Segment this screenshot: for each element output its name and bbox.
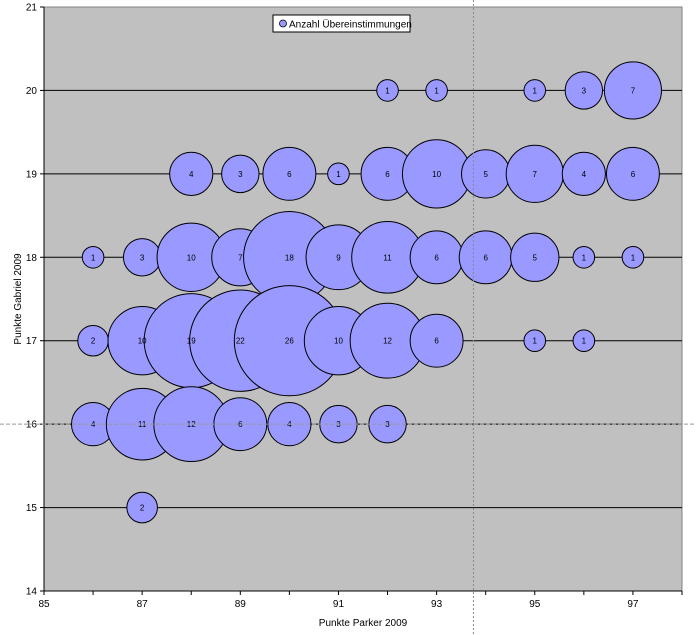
- bubble-label: 7: [631, 86, 636, 95]
- bubble-label: 19: [187, 337, 196, 346]
- x-tick-label: 95: [529, 599, 541, 610]
- bubble: [262, 146, 317, 201]
- bubble-label: 7: [238, 253, 243, 262]
- bubble: [523, 329, 547, 353]
- y-tick-label: 21: [26, 3, 38, 14]
- bubble-label: 1: [533, 86, 538, 95]
- bubble: [621, 245, 645, 269]
- bubble-label: 3: [582, 86, 587, 95]
- bubble-label: 4: [189, 170, 194, 179]
- legend-label: Anzahl Übereinstimmungen: [289, 19, 412, 31]
- legend: Anzahl Übereinstimmungen: [272, 14, 412, 33]
- y-tick-label: 18: [26, 253, 38, 264]
- y-tick-label: 17: [26, 336, 38, 347]
- bubble: [572, 329, 596, 353]
- bubble-label: 1: [336, 170, 341, 179]
- bubble-label: 26: [285, 337, 294, 346]
- bubble-label: 1: [631, 253, 636, 262]
- bubble: [81, 245, 105, 269]
- bubble: [510, 232, 560, 282]
- bubble-label: 10: [138, 337, 147, 346]
- bubble-label: 6: [434, 253, 439, 262]
- bubble: [425, 79, 448, 102]
- x-axis-title: Punkte Parker 2009: [319, 618, 408, 629]
- x-tick-label: 97: [627, 599, 639, 610]
- x-tick-label: 89: [235, 599, 247, 610]
- x-tick-label: 91: [333, 599, 345, 610]
- bubble: [409, 313, 464, 368]
- bubble-label: 11: [138, 420, 147, 429]
- bubble-label: 18: [285, 253, 294, 262]
- bubble-label: 2: [140, 504, 145, 513]
- x-tick-label: 85: [38, 599, 50, 610]
- bubble-label: 1: [533, 337, 538, 346]
- bubble-label: 10: [187, 253, 196, 262]
- bubble-label: 6: [434, 337, 439, 346]
- bubble-label: 7: [533, 170, 538, 179]
- bubble-label: 5: [483, 170, 488, 179]
- y-tick-label: 20: [26, 86, 38, 97]
- bubble-label: 10: [432, 170, 441, 179]
- bubble-label: 9: [336, 253, 341, 262]
- bubble: [327, 162, 350, 186]
- bubble: [561, 151, 606, 196]
- bubble: [221, 154, 260, 194]
- y-tick-label: 16: [26, 420, 38, 431]
- bubble-label: 6: [631, 170, 636, 179]
- bubble: [523, 79, 547, 102]
- bubble-label: 1: [91, 253, 96, 262]
- bubble-label: 5: [533, 253, 538, 262]
- bubble-label: 1: [582, 337, 587, 346]
- bubble-label: 3: [140, 253, 145, 262]
- bubble-label: 2: [91, 337, 96, 346]
- y-tick-label: 15: [26, 503, 38, 514]
- bubble-label: 12: [383, 337, 392, 346]
- legend-bubble-icon: [279, 19, 287, 28]
- bubble-label: 3: [238, 170, 243, 179]
- bubble: [564, 71, 604, 110]
- y-axis-title: Punkte Gabriel 2009: [13, 253, 24, 345]
- bubble-label: 10: [334, 337, 343, 346]
- bubble-label: 1: [385, 86, 390, 95]
- y-tick-label: 19: [26, 169, 38, 180]
- bubble: [603, 61, 662, 120]
- x-tick-label: 93: [431, 599, 443, 610]
- bubble-label: 6: [287, 170, 292, 179]
- bubble-label: 22: [236, 337, 245, 346]
- bubble-label: 11: [383, 253, 392, 262]
- bubble: [126, 491, 158, 524]
- bubble: [376, 79, 399, 102]
- bubble-label: 12: [187, 420, 196, 429]
- bubble-label: 1: [434, 86, 439, 95]
- x-tick-label: 87: [137, 599, 149, 610]
- bubble: [169, 151, 214, 196]
- bubble-label: 6: [483, 253, 488, 262]
- y-tick-label: 14: [26, 587, 38, 598]
- bubble-label: 4: [582, 170, 587, 179]
- bubble-label: 6: [385, 170, 390, 179]
- bubble-label: 1: [582, 253, 587, 262]
- bubble: [572, 245, 596, 269]
- bubble: [605, 146, 660, 201]
